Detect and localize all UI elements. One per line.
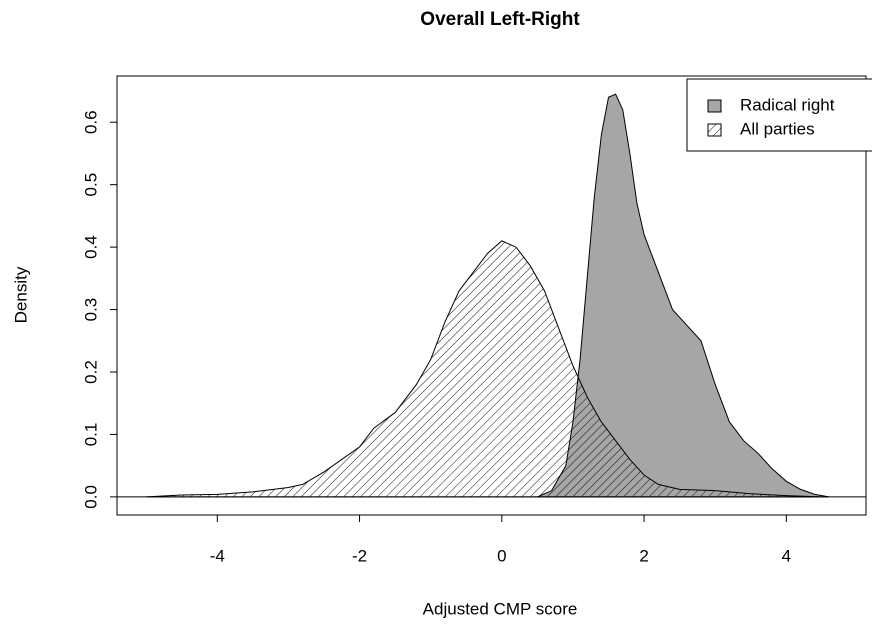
y-tick-label: 0.3: [81, 298, 100, 322]
y-axis-label: Density: [11, 266, 30, 323]
y-tick-label: 0.0: [81, 485, 100, 509]
legend-swatch: [707, 99, 722, 113]
y-tick-label: 0.4: [81, 235, 100, 259]
y-tick-label: 0.1: [81, 423, 100, 447]
y-tick-label: 0.5: [81, 173, 100, 197]
density-area: [146, 240, 822, 498]
x-tick-label: -4: [210, 546, 225, 565]
x-tick-label: 4: [782, 546, 791, 565]
x-tick-label: -2: [352, 546, 367, 565]
density-area: [537, 93, 830, 498]
y-tick-label: 0.2: [81, 360, 100, 384]
legend-label: All parties: [740, 119, 815, 138]
legend-label: Radical right: [740, 95, 835, 114]
legend-box: [686, 78, 872, 152]
y-tick-label: 0.6: [81, 110, 100, 134]
chart-title: Overall Left-Right: [420, 9, 580, 30]
x-axis-label: Adjusted CMP score: [423, 599, 578, 618]
x-tick-label: 0: [497, 546, 506, 565]
x-tick-label: 2: [639, 546, 648, 565]
legend-swatch: [707, 123, 722, 137]
